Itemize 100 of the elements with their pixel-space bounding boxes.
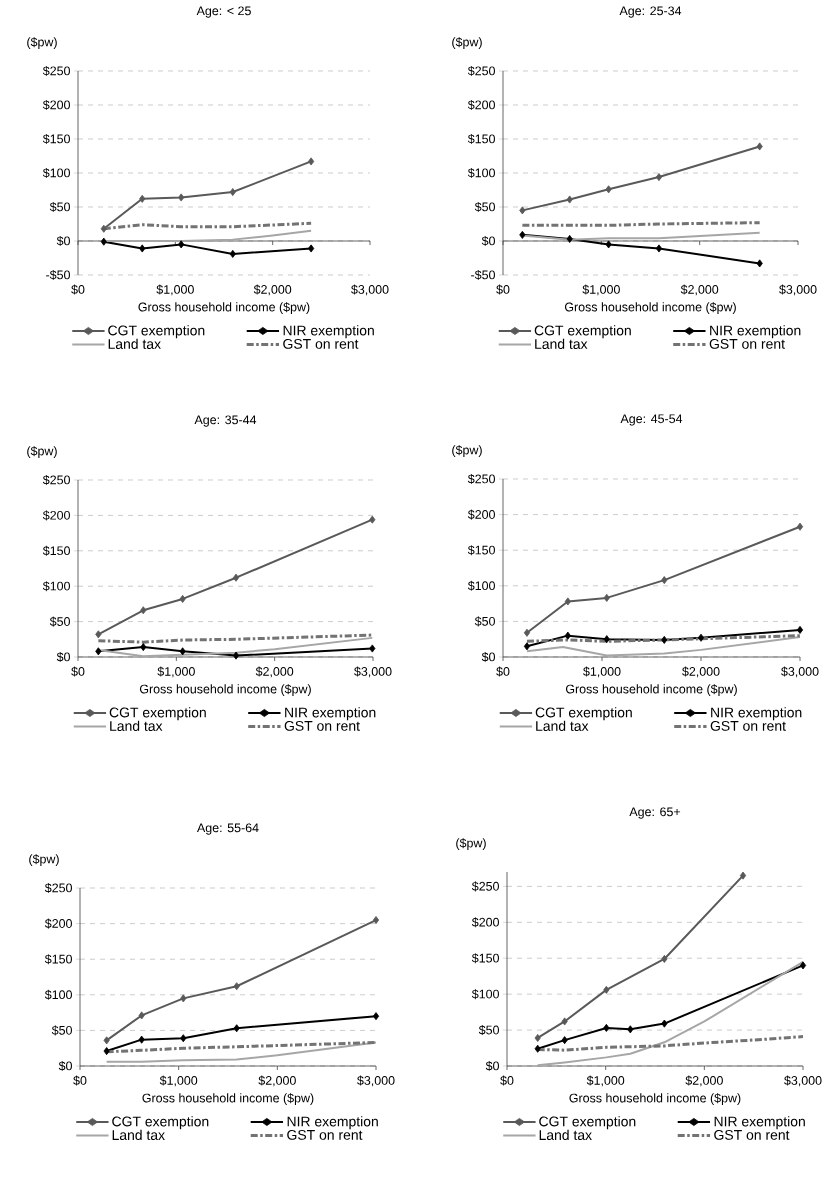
y-tick-label: $150 (471, 953, 499, 964)
x-tick-label: $3,000 (354, 666, 392, 678)
y-tick-label: $150 (44, 954, 72, 965)
y-tick-label: $50 (51, 1025, 72, 1036)
y-axis-title: ($pw) (452, 37, 482, 49)
legend-label: CGT exemption (112, 1116, 209, 1130)
y-tick-label: $100 (467, 167, 495, 179)
legend-label: NIR exemption (287, 1116, 378, 1130)
y-tick-label: $150 (467, 133, 495, 145)
y-tick-label: $200 (467, 509, 495, 520)
legend-label: CGT exemption (109, 707, 206, 721)
x-tick-label: $2,000 (255, 666, 294, 678)
x-axis-title: Gross household income ($pw) (569, 1093, 741, 1105)
x-tick-label: $2,000 (685, 1075, 723, 1087)
y-tick-label: $0 (481, 651, 495, 663)
x-tick-label: $3,000 (784, 1075, 822, 1087)
x-tick-label: $1,000 (583, 666, 621, 678)
legend-label: NIR exemption (711, 707, 802, 721)
x-tick-label: $0 (500, 1075, 514, 1086)
x-tick-label: $2,000 (682, 666, 720, 678)
x-tick-label: $0 (73, 1075, 87, 1086)
y-tick-label: $50 (474, 201, 495, 213)
y-tick-label: $200 (471, 917, 499, 928)
y-tick-label: $50 (49, 201, 70, 213)
legend-label: GST on rent (709, 338, 785, 349)
y-tick-label: $250 (467, 473, 495, 485)
x-tick-label: $3,000 (779, 284, 817, 296)
y-axis-title: ($pw) (27, 37, 57, 49)
y-tick-label: $150 (42, 133, 70, 145)
x-axis-title: Gross household income ($pw) (142, 1093, 314, 1105)
chart-title: Age: 25-34 (619, 6, 682, 18)
chart-title: Age: < 25 (196, 6, 251, 18)
x-tick-label: $3,000 (351, 284, 389, 296)
legend-label: GST on rent (284, 720, 360, 731)
legend-label: CGT exemption (108, 325, 205, 339)
y-tick-label: $250 (44, 882, 72, 894)
x-tick-label: $0 (496, 284, 510, 295)
x-tick-label: $1,000 (586, 1075, 625, 1087)
y-tick-label: $0 (58, 1060, 72, 1072)
legend-label: Land tax (110, 720, 163, 732)
legend-label: NIR exemption (714, 1116, 805, 1130)
y-tick-label: $100 (42, 581, 70, 592)
y-axis-title: ($pw) (27, 446, 57, 458)
x-tick-label: $3,000 (357, 1075, 395, 1087)
y-tick-label: -$50 (471, 269, 495, 281)
x-tick-label: $2,000 (258, 1075, 296, 1087)
y-tick-label: $50 (49, 616, 70, 627)
x-axis-title: Gross household income ($pw) (139, 684, 311, 696)
y-tick-label: $200 (42, 510, 70, 521)
x-tick-label: $3,000 (781, 666, 819, 678)
x-tick-label: $2,000 (680, 284, 719, 296)
y-tick-label: $100 (42, 167, 70, 179)
y-tick-label: $250 (42, 474, 70, 486)
x-axis-title: Gross household income ($pw) (138, 302, 310, 314)
y-tick-label: $0 (481, 235, 495, 247)
y-axis-title: ($pw) (452, 445, 482, 457)
y-tick-label: $100 (44, 989, 72, 1000)
y-axis-title: ($pw) (29, 854, 59, 866)
y-tick-label: $200 (42, 99, 70, 111)
legend-label: NIR exemption (283, 325, 374, 339)
legend-label: Land tax (535, 338, 588, 350)
y-tick-label: $50 (478, 1025, 499, 1036)
legend-label: CGT exemption (535, 707, 632, 721)
y-tick-label: $200 (44, 918, 72, 929)
chart-title: Age: 35-44 (194, 415, 257, 427)
y-tick-label: $250 (467, 65, 495, 77)
y-tick-label: $250 (42, 65, 70, 77)
x-tick-label: $0 (71, 284, 85, 295)
y-tick-label: -$50 (46, 269, 70, 281)
x-tick-label: $1,000 (156, 284, 194, 296)
legend-label: CGT exemption (539, 1116, 636, 1130)
y-tick-label: $0 (56, 235, 70, 247)
y-tick-label: $250 (471, 881, 499, 892)
x-tick-label: $2,000 (253, 284, 292, 296)
legend-label: Land tax (536, 720, 589, 732)
chart-title: Age: 45-54 (620, 414, 683, 426)
legend-label: GST on rent (287, 1129, 363, 1140)
legend-label: GST on rent (283, 338, 359, 349)
legend-label: Land tax (108, 338, 161, 350)
x-tick-label: $1,000 (157, 666, 195, 678)
chart-title: Age: 65+ (629, 807, 681, 819)
x-tick-label: $1,000 (159, 1075, 198, 1087)
y-axis-title: ($pw) (456, 838, 486, 850)
legend-label: Land tax (112, 1129, 165, 1141)
y-tick-label: $0 (485, 1060, 499, 1072)
x-tick-label: $0 (71, 666, 85, 677)
x-tick-label: $1,000 (582, 284, 620, 296)
chart-title: Age: 55-64 (196, 823, 259, 835)
y-tick-label: $50 (474, 616, 495, 627)
y-tick-label: $0 (56, 651, 70, 663)
x-tick-label: $0 (496, 666, 510, 677)
y-tick-label: $150 (467, 545, 495, 556)
legend-label: Land tax (539, 1129, 592, 1141)
x-axis-title: Gross household income ($pw) (565, 684, 737, 696)
legend-label: CGT exemption (534, 325, 631, 339)
legend-label: NIR exemption (285, 707, 376, 721)
y-tick-label: $150 (42, 545, 70, 556)
legend-label: NIR exemption (710, 325, 801, 339)
y-tick-label: $100 (467, 580, 495, 591)
y-tick-label: $200 (467, 99, 495, 111)
